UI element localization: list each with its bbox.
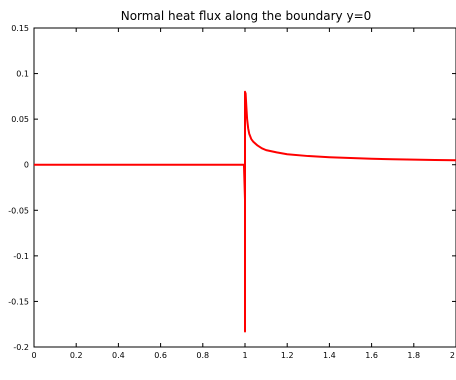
x-tick-label: 0 [31,351,36,360]
x-tick-label: 2 [450,351,455,360]
chart-title: Normal heat flux along the boundary y=0 [121,9,372,23]
y-tick-label: 0.05 [11,115,29,124]
x-tick-label: 1 [242,351,247,360]
y-tick-label: 0 [24,161,29,170]
series-layer [34,90,456,333]
y-axis: 0.15 0.1 0.05 0 -0.05 -0.1 -0.15 -0.2 [8,24,456,352]
y-tick-label: -0.15 [8,297,29,306]
x-tick-label: 1.4 [323,351,336,360]
y-tick-label: -0.2 [13,343,29,352]
x-tick-label: 0.6 [154,351,167,360]
x-tick-label: 1.8 [407,351,420,360]
x-tick-label: 1.6 [365,351,378,360]
x-tick-label: 0.8 [196,351,209,360]
y-tick-label: -0.1 [13,252,29,261]
y-tick-label: -0.05 [8,206,29,215]
y-tick-label: 0.15 [11,24,29,33]
y-tick-label: 0.1 [16,70,29,79]
x-tick-label: 0.4 [112,351,125,360]
x-tick-label: 1.2 [281,351,294,360]
heat-flux-series-line [34,90,456,333]
x-tick-label: 0.2 [70,351,83,360]
x-axis: 0 0.2 0.4 0.6 0.8 1 1.2 1.4 1.6 1.8 2 [31,28,456,360]
